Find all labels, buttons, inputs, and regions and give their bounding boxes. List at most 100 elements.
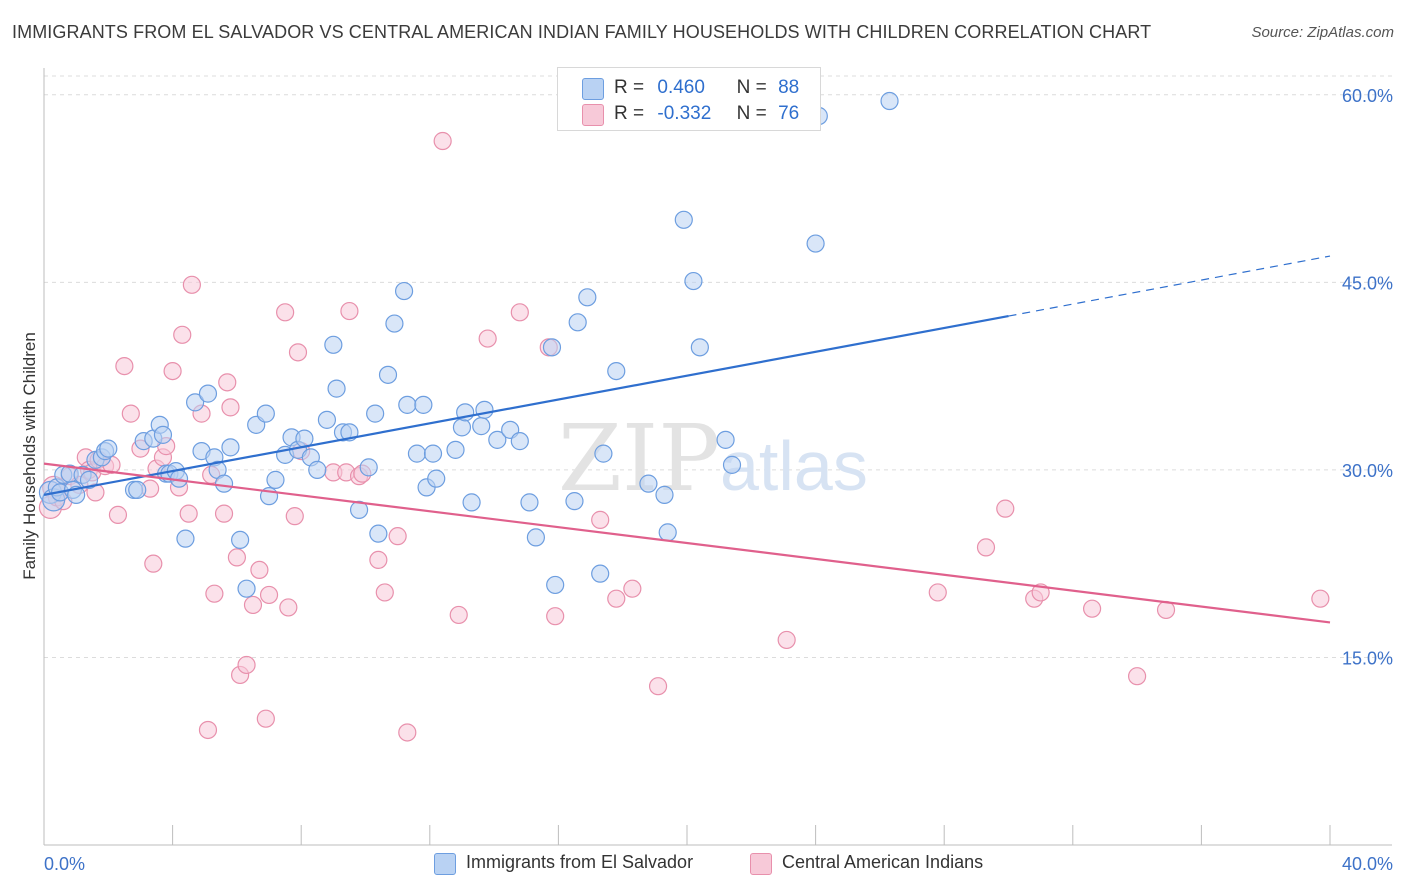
el-salvador-point xyxy=(568,313,587,332)
chart-title: IMMIGRANTS FROM EL SALVADOR VS CENTRAL A… xyxy=(12,22,1152,42)
el-salvador-point xyxy=(674,210,693,229)
central-american-indian-point xyxy=(115,356,134,376)
el-salvador-point xyxy=(423,444,443,463)
central-american-indian-point xyxy=(218,373,237,392)
r-label: R = xyxy=(614,103,645,124)
el-salvador-point xyxy=(378,365,398,384)
y-axis-label: Family Households with Children xyxy=(20,332,39,580)
central-american-indian-trend-line xyxy=(43,462,1331,624)
el-salvador-point xyxy=(128,480,147,499)
gridlines xyxy=(44,75,1392,658)
central-american-indian-point xyxy=(607,589,626,608)
el-salvador-point xyxy=(407,444,427,463)
el-salvador-point xyxy=(176,529,195,548)
x-tick-label-min: 0.0% xyxy=(44,854,85,874)
el-salvador-point xyxy=(231,530,250,550)
el-salvador-point xyxy=(475,400,494,419)
el-salvador-point xyxy=(366,404,385,423)
central-american-indian-point xyxy=(1311,589,1330,608)
n-value: 88 xyxy=(778,77,800,98)
central-american-indian-point xyxy=(546,607,565,626)
legend-swatch-blue xyxy=(582,78,604,100)
el-salvador-point xyxy=(472,417,491,436)
legend-swatch-pink xyxy=(750,853,772,875)
el-salvador-point xyxy=(214,474,234,493)
el-salvador-point xyxy=(542,338,562,357)
central-american-indian-point xyxy=(250,560,269,580)
el-salvador-point xyxy=(385,314,404,333)
x-tick-label-max: 40.0% xyxy=(1342,854,1393,874)
el-salvador-point xyxy=(79,470,99,489)
el-salvador-point xyxy=(394,281,414,301)
el-salvador-point xyxy=(806,234,825,253)
n-value: 76 xyxy=(778,103,800,124)
el-salvador-point xyxy=(880,91,899,111)
el-salvador-point xyxy=(221,438,240,457)
el-salvador-point xyxy=(186,393,205,412)
el-salvador-point xyxy=(324,335,343,354)
n-label: N = xyxy=(736,77,767,98)
el-salvador-point xyxy=(510,432,529,451)
central-american-indian-point xyxy=(976,538,996,557)
stats-text-blue: R = 0.460 N = 88 xyxy=(614,77,799,99)
trend-lines xyxy=(43,255,1331,624)
el-salvador-point xyxy=(369,524,388,543)
el-salvador-point xyxy=(153,425,173,444)
el-salvador-point xyxy=(349,500,369,519)
el-salvador-point xyxy=(520,493,539,512)
central-american-indian-point xyxy=(214,504,234,523)
legend-label-el-salvador: Immigrants from El Salvador xyxy=(466,852,694,872)
el-salvador-point xyxy=(607,361,626,381)
el-salvador-trend-extension xyxy=(1008,255,1331,317)
central-american-indian-point xyxy=(182,275,201,294)
el-salvador-point xyxy=(398,395,417,414)
central-american-indian-point xyxy=(173,325,192,344)
el-salvador-point xyxy=(578,288,597,307)
el-salvador-point xyxy=(317,410,337,429)
el-salvador-point xyxy=(256,404,275,423)
el-salvador-point xyxy=(99,439,118,458)
central-american-indian-point xyxy=(288,343,308,362)
central-american-indian-point xyxy=(259,585,279,605)
legend-label-central-american-indians: Central American Indians xyxy=(782,852,984,872)
central-american-indian-point xyxy=(205,584,224,603)
central-american-indian-point xyxy=(179,504,198,523)
el-salvador-point xyxy=(591,564,610,583)
tick-labels: 15.0% 30.0% 45.0% 60.0% 0.0% 40.0% xyxy=(44,86,1393,874)
data-points xyxy=(38,91,1330,742)
legend-swatch-blue xyxy=(434,853,456,875)
el-salvador-point xyxy=(546,575,565,595)
el-salvador-point xyxy=(452,418,472,437)
source-credit: Source: ZipAtlas.com xyxy=(1251,24,1394,41)
central-american-indian-point xyxy=(108,505,128,524)
central-american-indian-point xyxy=(996,499,1015,518)
el-salvador-point xyxy=(684,271,703,291)
el-salvador-point xyxy=(655,485,674,504)
central-american-indian-point xyxy=(478,329,497,348)
central-american-indian-point xyxy=(398,723,417,742)
central-american-indian-point xyxy=(256,709,275,728)
central-american-indian-point xyxy=(449,605,468,625)
n-label: N = xyxy=(736,103,767,124)
central-american-indian-point xyxy=(227,548,246,567)
el-salvador-point xyxy=(488,430,507,449)
el-salvador-point xyxy=(327,379,346,398)
el-salvador-point xyxy=(359,458,378,477)
central-american-indian-point xyxy=(198,720,218,740)
el-salvador-point xyxy=(690,338,709,357)
el-salvador-point xyxy=(526,528,545,547)
central-american-indian-point xyxy=(369,550,388,570)
el-salvador-point xyxy=(565,492,584,511)
central-american-indian-point xyxy=(340,301,359,321)
y-tick-label: 60.0% xyxy=(1342,86,1393,106)
central-american-indian-point xyxy=(1127,667,1147,686)
el-salvador-point xyxy=(462,493,481,512)
central-american-indian-point xyxy=(163,361,182,381)
central-american-indian-point xyxy=(279,598,298,617)
central-american-indian-point xyxy=(648,677,668,696)
central-american-indian-point xyxy=(1082,599,1102,618)
el-salvador-point xyxy=(198,384,218,403)
el-salvador-point xyxy=(427,469,446,488)
el-salvador-point xyxy=(722,455,742,474)
